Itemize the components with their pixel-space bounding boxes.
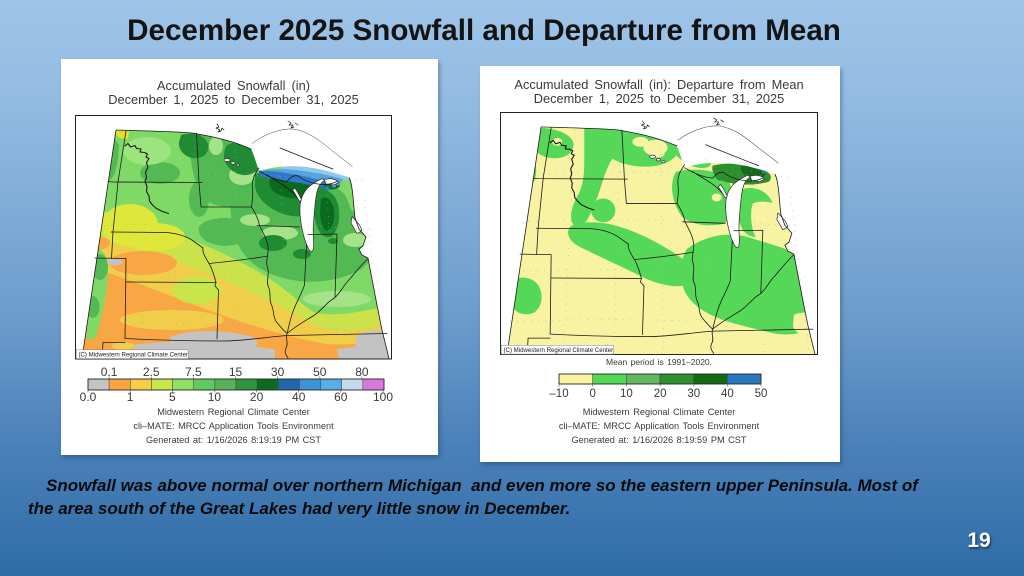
svg-text:10: 10 (208, 390, 222, 404)
svg-text:60: 60 (334, 390, 348, 404)
svg-text:0: 0 (589, 388, 595, 400)
svg-text:2.5: 2.5 (143, 365, 160, 379)
svg-text:50: 50 (313, 365, 327, 379)
svg-text:5: 5 (169, 390, 176, 404)
svg-text:0.1: 0.1 (101, 365, 118, 379)
svg-text:40: 40 (721, 388, 734, 400)
svg-text:7.5: 7.5 (185, 365, 202, 379)
svg-text:20: 20 (654, 388, 667, 400)
svg-text:0.0: 0.0 (80, 390, 97, 404)
svg-text:–10: –10 (549, 388, 568, 400)
svg-text:80: 80 (355, 365, 369, 379)
svg-text:15: 15 (229, 365, 243, 379)
svg-text:40: 40 (292, 390, 306, 404)
svg-text:20: 20 (250, 390, 264, 404)
svg-text:1: 1 (127, 390, 134, 404)
svg-text:30: 30 (271, 365, 285, 379)
svg-text:100: 100 (373, 390, 393, 404)
svg-text:30: 30 (687, 388, 700, 400)
svg-text:10: 10 (620, 388, 633, 400)
svg-text:50: 50 (755, 388, 768, 400)
